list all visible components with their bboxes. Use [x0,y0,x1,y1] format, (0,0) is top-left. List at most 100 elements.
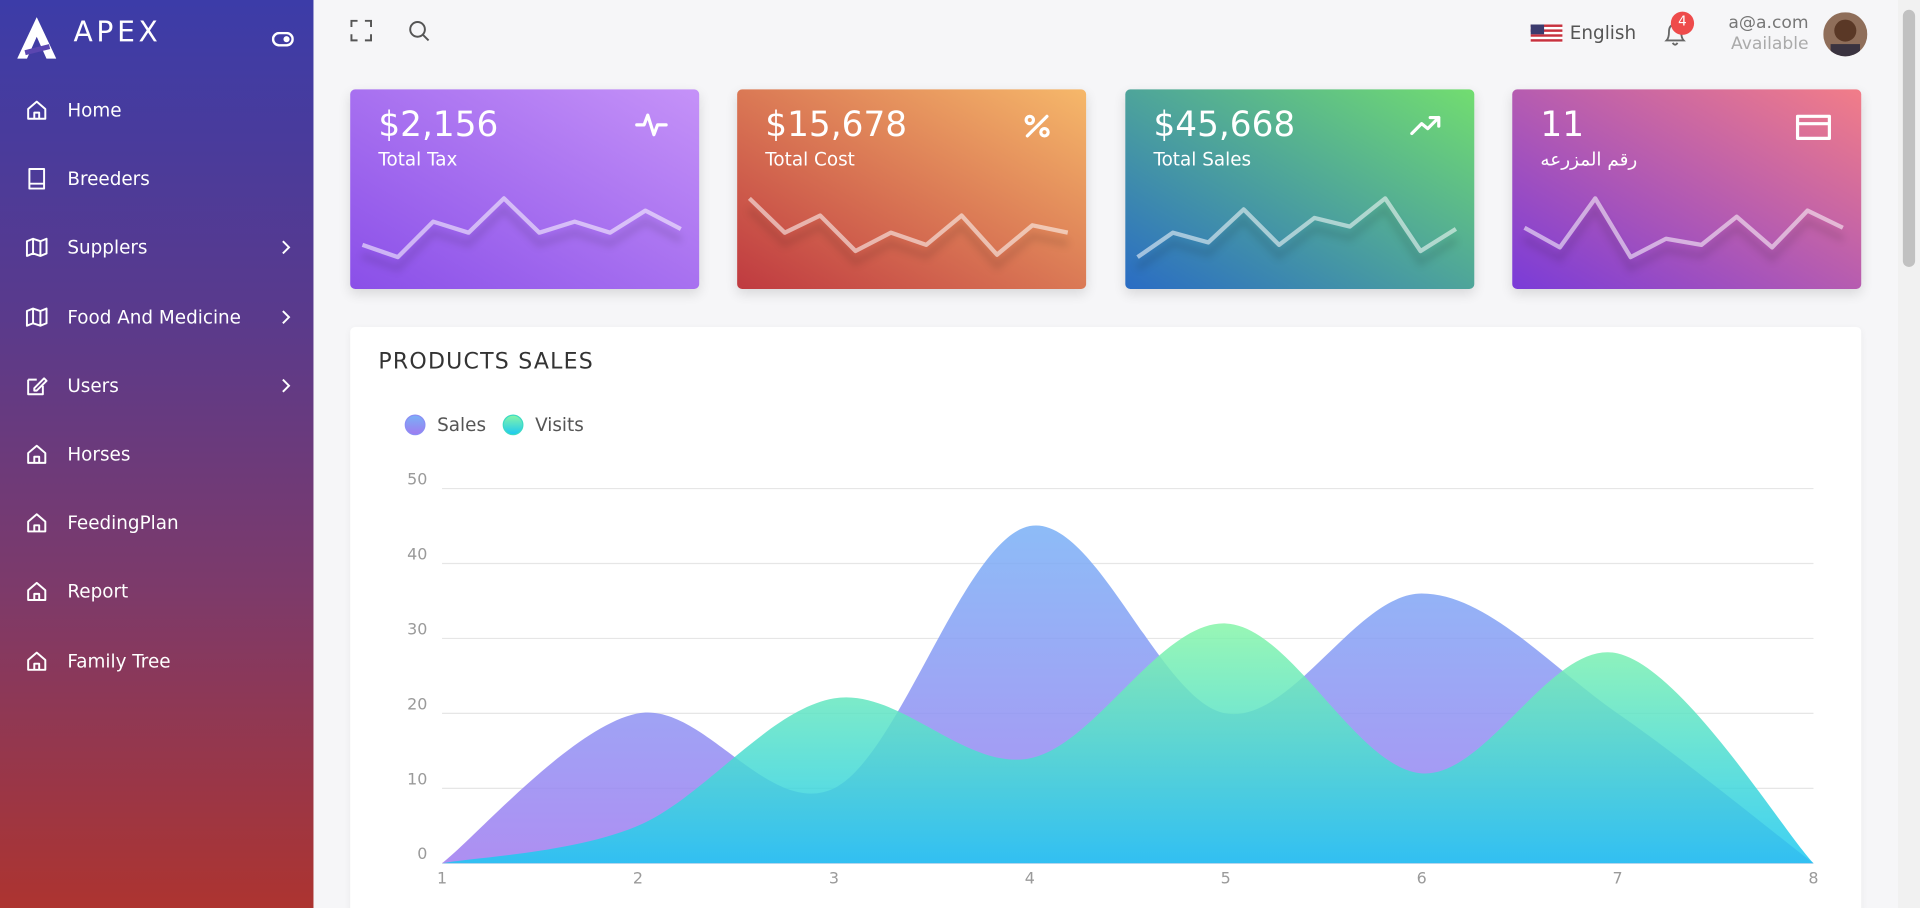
notification-count: 4 [1678,13,1687,30]
card-icon [1024,114,1050,138]
stat-value: 11 [1540,104,1585,145]
nav-label: Food And Medicine [67,305,241,328]
chevron-shape [282,378,291,393]
y-tick-label: 0 [417,844,427,863]
nav-icon-shape [27,444,47,464]
nav-icon-shape [27,651,47,671]
x-tick-label: 5 [1221,869,1231,888]
sparkline [747,114,1069,270]
chevron [282,378,291,393]
nav-label: Family Tree [67,649,171,672]
nav-item[interactable]: Breeders [0,155,313,204]
chevron-shape [282,241,291,255]
y-tick-label: 20 [407,694,427,713]
avatar[interactable] [1823,12,1868,57]
stat-label: Total Sales [1153,148,1252,171]
stat-card[interactable]: $2,156 Total Tax [350,89,700,289]
fullscreen-icon[interactable] [350,19,372,42]
chart: PRODUCTS SALES 0 10 20 30 40 50 1 2 3 4 5 6 7 8 Sales V… [378,350,1818,888]
nav-item[interactable]: FeedingPlan [0,499,313,548]
stat-label: Total Cost [765,148,855,171]
sparkline-line [747,196,1069,257]
sparkline-line [1523,196,1844,260]
x-tick-label: 2 [633,869,643,888]
chart-title: PRODUCTS SALES [378,350,594,375]
nav-label: Report [67,580,129,603]
card-icon [1410,115,1441,136]
sparkline-shadow [747,207,1069,270]
nav-item[interactable]: Food And Medicine [0,292,313,341]
x-tick-label: 7 [1612,869,1622,888]
nav-icon-shape [27,100,47,120]
nav-item[interactable]: Horses [0,430,313,479]
sparkline [1135,115,1458,271]
x-tick-label: 1 [437,869,447,888]
nav-item[interactable]: Family Tree [0,636,313,685]
brand: APEX [73,17,162,49]
area [442,623,1814,864]
sparkline-shadow [1135,204,1458,271]
stat-label: Total Tax [378,148,458,171]
stat-card[interactable]: $45,668 Total Sales [1125,89,1475,289]
sidebar: APEX Home Breeders Supplers Food And Medici… [0,0,314,908]
scroll-thumb[interactable] [1902,9,1916,267]
legend-label[interactable]: Sales [437,415,486,436]
nav-label: Supplers [67,236,148,259]
stat-value: $15,678 [765,104,908,145]
chevron-shape [282,309,291,324]
legend-label[interactable]: Visits [535,415,584,436]
stat-card[interactable]: $15,678 Total Cost [737,89,1087,289]
legend-marker [502,414,524,436]
nav-icon [25,238,48,258]
nav-icon [27,444,47,464]
user-email[interactable]: a@a.com [1728,13,1809,34]
sparkline-line [1136,196,1458,259]
x-tick-label: 6 [1417,869,1427,888]
flag [1530,24,1563,43]
scrollbar[interactable] [1897,0,1920,908]
nav-item[interactable]: Home [0,86,313,135]
nav-icon [27,377,48,396]
nav-icon [27,100,47,120]
nav-icon [27,582,47,602]
nav-item[interactable]: Users [0,361,313,410]
y-tick-label: 50 [407,470,427,489]
sparkline [1523,114,1845,273]
chart-panel: PRODUCTS SALES 0 10 20 30 40 50 1 2 3 4 5 6 7 8 Sales V… [350,326,1862,908]
nav-item[interactable]: Report [0,567,313,616]
stat-card[interactable]: 11 رقم المزرعه [1512,89,1862,289]
nav-icon-shape [25,238,48,258]
sparkline-shadow [361,205,683,272]
search-icon[interactable] [408,20,431,43]
sparkline [361,113,683,272]
nav-icon-shape [27,513,47,533]
stat-label: رقم المزرعه [1540,148,1638,171]
nav-label: Breeders [67,167,150,191]
y-tick-label: 40 [407,544,427,563]
nav-icon [27,513,47,533]
nav-icon [25,307,48,327]
language[interactable]: English [1569,22,1637,45]
nav-icon-shape [25,307,48,327]
nav-label: Horses [67,443,131,466]
legend-marker [404,414,426,436]
nav-label: Home [67,99,122,122]
toggle[interactable] [271,31,294,47]
user-status: Available [1730,34,1809,54]
x-tick-label: 4 [1025,869,1035,888]
nav-label: FeedingPlan [67,512,179,535]
logo [17,17,57,59]
card-icon [1795,114,1831,140]
sparkline-shadow [1523,203,1845,273]
stat-value: $45,668 [1153,104,1296,145]
nav-icon-shape [27,377,48,396]
nav-icon [27,651,47,671]
badge [1670,11,1695,35]
nav-icon-shape [28,168,46,190]
nav-icon [28,168,46,190]
nav-item[interactable]: Supplers [0,223,313,272]
y-tick-label: 30 [407,619,427,638]
y-tick-label: 10 [407,769,427,788]
